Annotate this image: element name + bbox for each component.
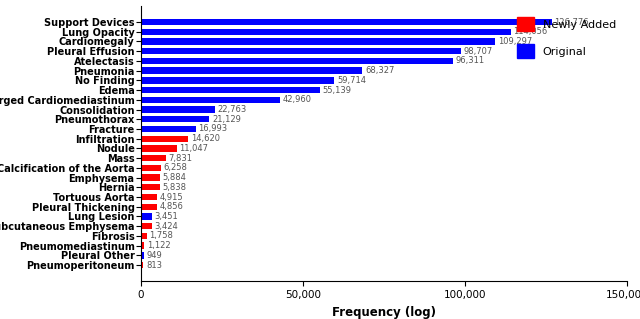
Text: 42,960: 42,960	[283, 95, 312, 104]
Bar	[141, 165, 161, 171]
Text: 55,139: 55,139	[322, 85, 351, 94]
Bar	[141, 213, 152, 220]
Legend: Newly Added, Original: Newly Added, Original	[512, 12, 621, 63]
Bar	[141, 97, 280, 103]
Text: 98,707: 98,707	[463, 47, 493, 56]
Text: 114,056: 114,056	[513, 27, 547, 36]
Bar	[141, 242, 145, 249]
Bar	[141, 174, 160, 181]
Bar	[141, 29, 511, 35]
Text: 4,856: 4,856	[159, 202, 183, 211]
Text: 5,884: 5,884	[163, 173, 186, 182]
Bar	[141, 19, 552, 25]
Text: 109,297: 109,297	[498, 37, 532, 46]
Text: 16,993: 16,993	[198, 124, 228, 133]
Bar	[141, 136, 188, 142]
Text: 949: 949	[147, 251, 162, 260]
Bar	[141, 38, 495, 45]
Text: 1,758: 1,758	[149, 231, 173, 241]
Bar	[141, 204, 157, 210]
Text: 6,258: 6,258	[164, 163, 188, 172]
Bar	[141, 184, 160, 190]
Text: 21,129: 21,129	[212, 115, 241, 124]
Bar	[141, 223, 152, 229]
Text: 3,424: 3,424	[154, 222, 179, 231]
Text: 813: 813	[146, 261, 162, 270]
Bar	[141, 48, 461, 54]
Text: 126,776: 126,776	[554, 18, 589, 26]
Text: 68,327: 68,327	[365, 66, 394, 75]
Bar	[141, 126, 196, 132]
Text: 96,311: 96,311	[456, 56, 485, 65]
Text: 14,620: 14,620	[191, 134, 220, 143]
Bar	[141, 106, 214, 113]
Text: 5,838: 5,838	[163, 183, 186, 192]
Text: 59,714: 59,714	[337, 76, 366, 85]
Bar	[141, 116, 209, 122]
Text: 11,047: 11,047	[179, 144, 208, 153]
Text: 1,122: 1,122	[147, 241, 171, 250]
Text: 22,763: 22,763	[217, 105, 246, 114]
Bar	[141, 87, 319, 93]
Text: 7,831: 7,831	[169, 154, 193, 163]
Bar	[141, 77, 335, 84]
Text: 4,915: 4,915	[159, 193, 183, 202]
Bar	[141, 252, 144, 258]
Bar	[141, 155, 166, 161]
Bar	[141, 262, 143, 268]
X-axis label: Frequency (log): Frequency (log)	[332, 306, 436, 319]
Bar	[141, 233, 147, 239]
Bar	[141, 145, 177, 152]
Bar	[141, 194, 157, 200]
Bar	[141, 58, 453, 64]
Text: 3,451: 3,451	[155, 212, 179, 221]
Bar	[141, 67, 362, 74]
